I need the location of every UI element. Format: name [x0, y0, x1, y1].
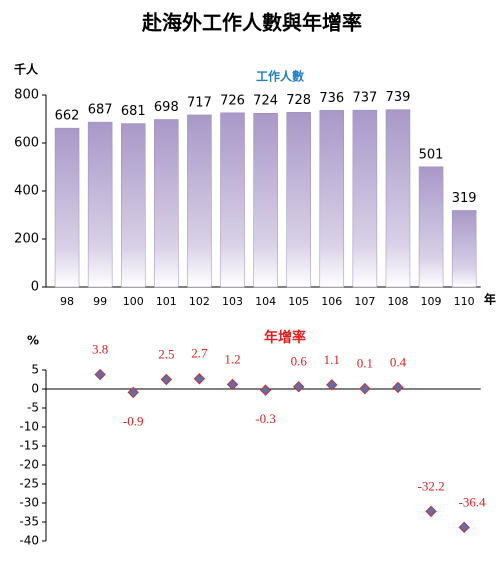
point	[193, 373, 206, 385]
value-label: -32.2	[418, 478, 445, 493]
x-tick-label: 106	[321, 295, 342, 308]
y-tick-label: 800	[14, 88, 39, 103]
series-label: 工作人數	[256, 69, 304, 84]
x-tick-label: 101	[156, 295, 177, 308]
bar	[154, 119, 179, 288]
value-label: 0.4	[390, 354, 407, 369]
y-axis-label: %	[27, 334, 39, 348]
value-label: 0.6	[291, 354, 308, 369]
value-label: 717	[187, 95, 212, 110]
y-axis-label: 千人	[14, 62, 39, 77]
bar	[286, 112, 311, 288]
value-label: 2.7	[191, 346, 208, 361]
bar	[319, 110, 345, 288]
point	[326, 379, 338, 391]
bar	[120, 123, 146, 288]
bar	[54, 127, 80, 288]
value-label: 501	[419, 147, 444, 162]
point	[259, 384, 272, 396]
value-label: 2.5	[158, 346, 174, 361]
point	[392, 381, 404, 394]
value-label: 739	[386, 90, 411, 105]
bar	[418, 166, 444, 288]
value-label: -36.4	[459, 494, 487, 509]
page-title: 赴海外工作人數與年增率	[141, 11, 362, 35]
x-tick-label: 104	[255, 295, 276, 308]
value-label: 728	[286, 93, 311, 108]
x-axis-label: 年	[484, 292, 496, 307]
y-tick-label: 0	[31, 280, 39, 295]
value-label: 736	[319, 91, 344, 106]
x-tick-label: 102	[189, 295, 210, 308]
value-label: 1.2	[224, 351, 240, 366]
value-label: 3.8	[92, 342, 108, 357]
value-label: -0.9	[123, 413, 144, 428]
y-tick-label: 600	[14, 136, 39, 151]
value-label: 724	[253, 94, 278, 109]
point	[160, 373, 173, 386]
y-tick-label: -15	[19, 439, 39, 453]
x-tick-label: 100	[123, 295, 144, 308]
x-tick-label: 108	[387, 295, 408, 308]
bar	[451, 210, 477, 288]
y-tick-label: -25	[19, 477, 39, 491]
y-tick-label: -30	[19, 496, 39, 510]
point	[226, 378, 239, 391]
x-tick-label: 103	[222, 295, 243, 308]
value-label: 662	[55, 109, 80, 124]
point	[292, 381, 305, 393]
x-tick-label: 98	[60, 295, 74, 308]
value-label: 0.1	[357, 356, 373, 371]
value-label: -0.3	[255, 411, 276, 426]
bar	[187, 114, 212, 288]
y-tick-label: 400	[14, 184, 39, 199]
value-label: 698	[154, 100, 179, 115]
point	[127, 386, 139, 399]
bar	[352, 109, 378, 288]
y-tick-label: 0	[31, 382, 39, 396]
series-label: 年增率	[264, 329, 306, 346]
point	[425, 505, 437, 518]
bar	[385, 109, 411, 288]
y-tick-label: 200	[14, 232, 39, 247]
y-tick-label: -10	[19, 420, 39, 434]
value-label: 1.1	[324, 352, 340, 367]
x-tick-label: 105	[288, 295, 309, 308]
value-label: 681	[121, 104, 146, 119]
value-label: 737	[352, 91, 377, 106]
bar	[253, 112, 278, 288]
x-tick-label: 110	[454, 295, 475, 308]
y-tick-label: -20	[19, 458, 39, 472]
y-tick-label: -5	[27, 401, 39, 415]
y-tick-label: -40	[19, 534, 39, 548]
value-label: 726	[220, 93, 245, 108]
point	[458, 521, 470, 534]
bar	[220, 112, 245, 288]
point	[359, 382, 371, 395]
x-tick-label: 109	[421, 295, 442, 308]
y-tick-label: 5	[31, 363, 39, 377]
value-label: 319	[452, 191, 477, 206]
x-tick-label: 99	[93, 295, 107, 308]
x-tick-label: 107	[354, 295, 375, 308]
y-tick-label: -35	[19, 515, 39, 529]
bar	[87, 121, 113, 288]
value-label: 687	[88, 103, 113, 118]
point	[94, 368, 106, 381]
